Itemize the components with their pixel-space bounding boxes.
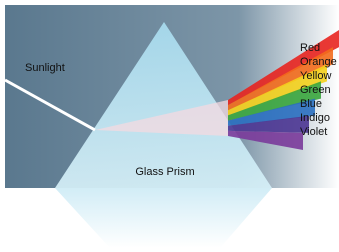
page: Sunlight Glass Prism Red Orange Yellow Gree… <box>0 0 339 252</box>
prism-label: Glass Prism <box>135 166 194 178</box>
prism-reflection <box>55 188 272 248</box>
color-label: Red <box>300 42 320 54</box>
sunlight-label: Sunlight <box>25 62 65 74</box>
color-label: Yellow <box>300 70 331 82</box>
prism-diagram: Sunlight Glass Prism Red Orange Yellow Gree… <box>0 0 339 252</box>
color-label: Green <box>300 84 331 96</box>
color-label: Indigo <box>300 112 330 124</box>
color-label: Orange <box>300 56 337 68</box>
color-label: Blue <box>300 98 322 110</box>
color-label: Violet <box>300 126 327 138</box>
